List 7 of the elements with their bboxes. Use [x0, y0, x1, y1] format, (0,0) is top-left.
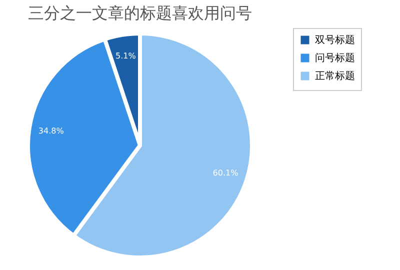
data-label: 34.8% [38, 126, 64, 136]
data-label: 5.1% [115, 52, 136, 61]
data-label: 60.1% [212, 168, 239, 178]
chart-title: 三分之一文章的标题喜欢用问号 [28, 4, 252, 22]
legend-label: 问号标题 [315, 52, 355, 64]
legend-label: 正常标题 [315, 70, 355, 82]
legend-label: 双号标题 [315, 34, 355, 46]
